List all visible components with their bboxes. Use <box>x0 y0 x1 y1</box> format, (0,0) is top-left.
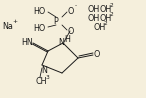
Text: HO: HO <box>33 24 45 33</box>
Text: 3: 3 <box>45 75 49 80</box>
Text: P: P <box>54 16 58 25</box>
Text: H: H <box>64 34 70 44</box>
Text: OH: OH <box>94 23 106 31</box>
Text: N: N <box>41 66 47 75</box>
Text: O: O <box>67 26 73 35</box>
Text: OH: OH <box>100 14 112 23</box>
Text: OH: OH <box>100 5 112 14</box>
Text: CH: CH <box>36 77 47 85</box>
Text: O: O <box>67 6 73 15</box>
Text: O: O <box>94 49 100 59</box>
Text: OH: OH <box>88 14 100 23</box>
Text: +: + <box>13 19 18 24</box>
Text: Na: Na <box>2 21 13 30</box>
Text: HO: HO <box>33 6 45 15</box>
Text: HN: HN <box>21 38 33 46</box>
Text: -: - <box>74 4 77 9</box>
Text: N: N <box>58 38 64 46</box>
Text: 2: 2 <box>110 11 114 16</box>
Text: 2: 2 <box>110 3 114 8</box>
Text: 2: 2 <box>104 20 108 25</box>
Text: OH: OH <box>88 5 100 14</box>
